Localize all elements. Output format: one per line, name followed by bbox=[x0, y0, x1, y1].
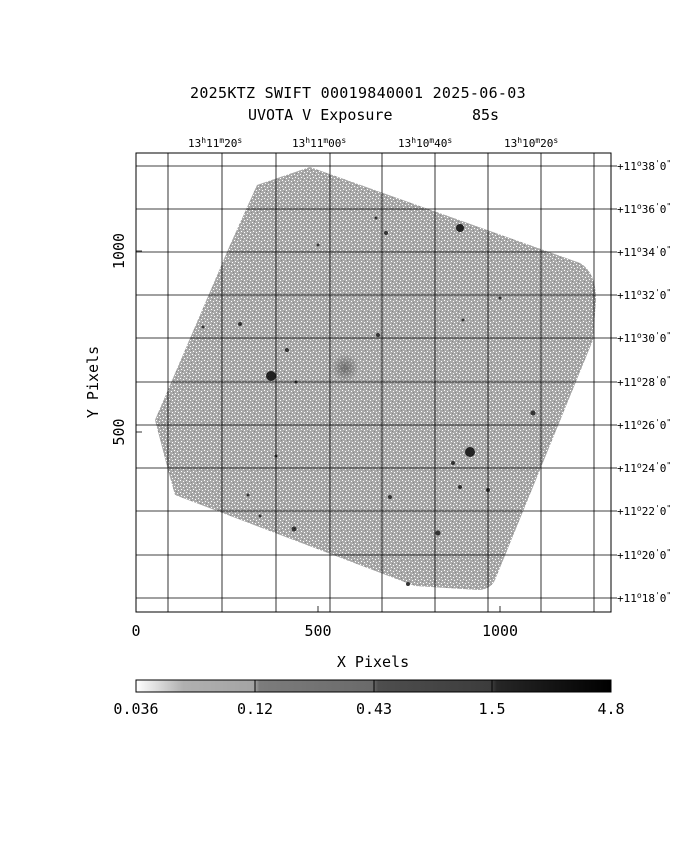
colorbar-label: 4.8 bbox=[597, 700, 624, 718]
y-tick-label: 500 bbox=[110, 418, 128, 445]
ra-tick-label: 13h11m20s bbox=[188, 136, 242, 150]
x-axis-label: X Pixels bbox=[337, 653, 409, 671]
bright-star-2 bbox=[465, 447, 475, 457]
dec-tick-label: +11o28'0" bbox=[617, 375, 671, 389]
colorbar-label: 1.5 bbox=[478, 700, 505, 718]
dec-tick-label: +11o22'0" bbox=[617, 504, 671, 518]
exposure-region bbox=[155, 167, 596, 590]
plot-frame bbox=[135, 152, 612, 613]
colorbar-label: 0.43 bbox=[356, 700, 392, 718]
dec-tick-label: +11o32'0" bbox=[617, 288, 671, 302]
dec-tick-label: +11o18'0" bbox=[617, 591, 671, 605]
colorbar-label: 0.12 bbox=[237, 700, 273, 718]
dec-tick-label: +11o26'0" bbox=[617, 418, 671, 432]
x-tick-label: 500 bbox=[304, 622, 331, 640]
y-tick-label: 1000 bbox=[110, 233, 128, 269]
extended-source bbox=[331, 354, 359, 382]
dec-tick-label: +11o38'0" bbox=[617, 159, 671, 173]
image-title: 2025KTZ SWIFT 00019840001 2025-06-03 bbox=[190, 84, 526, 102]
dec-tick-label: +11o24'0" bbox=[617, 461, 671, 475]
image-subtitle-filter: UVOTA V Exposure bbox=[248, 106, 393, 124]
dec-tick-label: +11o20'0" bbox=[617, 548, 671, 562]
dec-tick-label: +11o36'0" bbox=[617, 202, 671, 216]
y-axis-label: Y Pixels bbox=[84, 346, 102, 418]
faint-stars bbox=[201, 216, 536, 586]
x-tick-label: 0 bbox=[131, 622, 140, 640]
bright-star-1 bbox=[266, 371, 276, 381]
coordinate-grid bbox=[135, 153, 617, 612]
image-subtitle-exposure: 85s bbox=[472, 106, 500, 124]
ra-tick-label: 13h10m20s bbox=[504, 136, 558, 150]
bright-star-3 bbox=[456, 224, 464, 232]
x-tick-label: 1000 bbox=[482, 622, 518, 640]
dec-tick-label: +11o34'0" bbox=[617, 245, 671, 259]
colorbar-label: 0.036 bbox=[113, 700, 158, 718]
ra-tick-label: 13h11m00s bbox=[292, 136, 346, 150]
dec-tick-label: +11o30'0" bbox=[617, 331, 671, 345]
ra-tick-label: 13h10m40s bbox=[398, 136, 452, 150]
